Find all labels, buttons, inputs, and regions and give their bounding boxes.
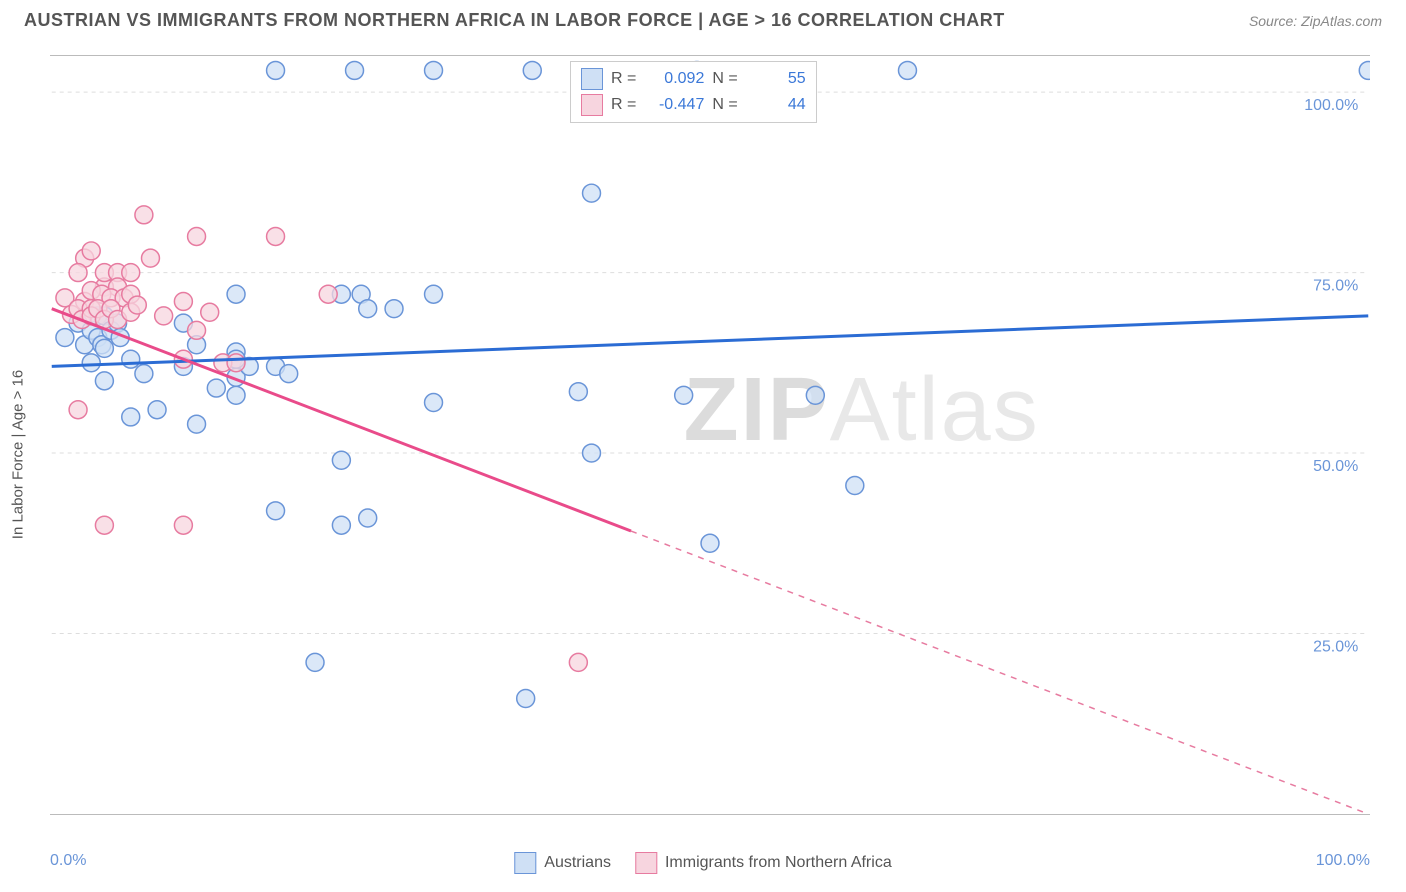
r-label: R = <box>611 96 636 114</box>
r-value-1: -0.447 <box>644 96 704 114</box>
bottom-legend: Austrians Immigrants from Northern Afric… <box>514 852 891 874</box>
r-value-0: 0.092 <box>644 70 704 88</box>
svg-text:100.0%: 100.0% <box>1304 97 1358 114</box>
bottom-legend-label-1: Immigrants from Northern Africa <box>665 854 892 872</box>
chart-title: AUSTRIAN VS IMMIGRANTS FROM NORTHERN AFR… <box>24 10 1005 31</box>
n-label: N = <box>712 70 737 88</box>
r-label: R = <box>611 70 636 88</box>
x-axis-max: 100.0% <box>1316 852 1370 870</box>
plot-area: ZIPAtlas 25.0%50.0%75.0%100.0% R = 0.092… <box>50 55 1370 815</box>
legend-swatch-immigrants <box>581 94 603 116</box>
n-value-0: 55 <box>746 70 806 88</box>
bottom-legend-label-0: Austrians <box>544 854 611 872</box>
svg-text:50.0%: 50.0% <box>1313 458 1358 475</box>
source-label: Source: ZipAtlas.com <box>1249 13 1382 29</box>
bottom-swatch-immigrants <box>635 852 657 874</box>
svg-text:25.0%: 25.0% <box>1313 638 1358 655</box>
n-value-1: 44 <box>746 96 806 114</box>
legend-swatch-austrians <box>581 68 603 90</box>
stats-legend: R = 0.092 N = 55 R = -0.447 N = 44 <box>570 61 817 123</box>
svg-text:75.0%: 75.0% <box>1313 278 1358 295</box>
chart-svg: 25.0% 50.0% 75.0% 100.0% <box>50 56 1370 814</box>
bottom-swatch-austrians <box>514 852 536 874</box>
x-axis-min: 0.0% <box>50 852 86 870</box>
y-axis-title: In Labor Force | Age > 16 <box>10 370 27 539</box>
n-label: N = <box>712 96 737 114</box>
